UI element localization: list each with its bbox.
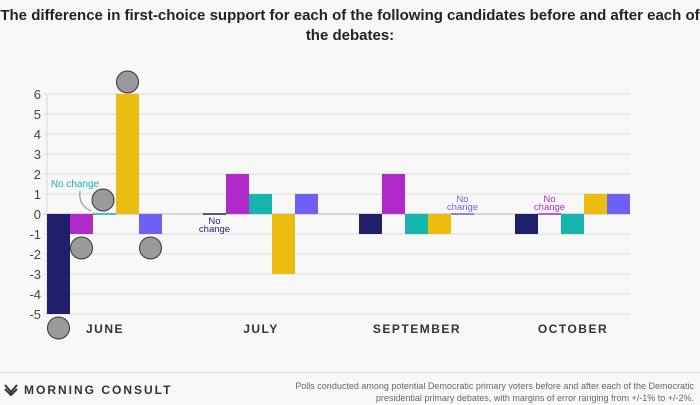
bar-warren	[382, 174, 405, 214]
y-tick-label: -3	[29, 267, 41, 282]
no-change-label-line1: No	[208, 216, 220, 227]
annotation-arrow	[79, 190, 92, 212]
no-change-label-line2: change	[199, 224, 230, 235]
bar-harris	[272, 214, 295, 274]
bar-sanders	[561, 214, 584, 234]
no-change-label-line1: No	[456, 194, 468, 205]
footnote: Polls conducted among potential Democrat…	[295, 381, 694, 403]
bar-buttigieg	[295, 194, 318, 214]
y-tick-label: -4	[29, 287, 41, 302]
y-tick-label: 0	[34, 207, 41, 222]
brand-logo: MORNING CONSULT	[4, 383, 172, 397]
bar-harris	[428, 214, 451, 234]
bar-sanders	[249, 194, 272, 214]
y-tick-label: -5	[29, 307, 41, 322]
bar-harris	[116, 94, 139, 214]
y-tick-label: 6	[34, 87, 41, 102]
candidate-face-warren	[70, 236, 93, 260]
bar-buttigieg	[607, 194, 630, 214]
y-tick-label: 5	[34, 107, 41, 122]
chart-title: The difference in first-choice support f…	[0, 7, 700, 44]
bar-biden	[515, 214, 538, 234]
y-tick-label: 2	[34, 167, 41, 182]
bar-biden	[359, 214, 382, 234]
candidate-face-sanders	[91, 188, 115, 212]
no-change-label-line2: change	[447, 202, 478, 213]
candidate-face-harris	[116, 70, 139, 94]
x-tick-label: SEPTEMBER	[373, 322, 461, 336]
candidate-face-biden	[47, 316, 70, 340]
no-change-label: No change	[51, 179, 100, 190]
x-tick-label: OCTOBER	[538, 322, 608, 336]
y-tick-label: 4	[34, 127, 41, 142]
plot-area: 6 5 4 3 2 1 0 -1 -2 -3 -4 -5 JUNE JULY SEPTEMBER OCTOBE…	[29, 70, 630, 340]
bar-warren	[226, 174, 249, 214]
bar-harris	[584, 194, 607, 214]
bar-biden	[47, 214, 70, 314]
bar-buttigieg	[139, 214, 162, 234]
bar-warren	[70, 214, 93, 234]
y-tick-label: -2	[29, 247, 41, 262]
candidate-face-buttigieg	[139, 236, 162, 260]
bar-sanders	[405, 214, 428, 234]
no-change-label-line2: change	[534, 202, 565, 213]
brand-name: MORNING CONSULT	[24, 383, 173, 397]
y-tick-label: 3	[34, 147, 41, 162]
y-tick-label: 1	[34, 187, 41, 202]
logo-icon	[4, 384, 18, 396]
x-tick-label: JUNE	[86, 322, 124, 336]
divider	[0, 372, 700, 373]
no-change-label-line1: No	[543, 194, 555, 205]
x-tick-label: JULY	[243, 322, 279, 336]
y-tick-label: -1	[29, 227, 41, 242]
